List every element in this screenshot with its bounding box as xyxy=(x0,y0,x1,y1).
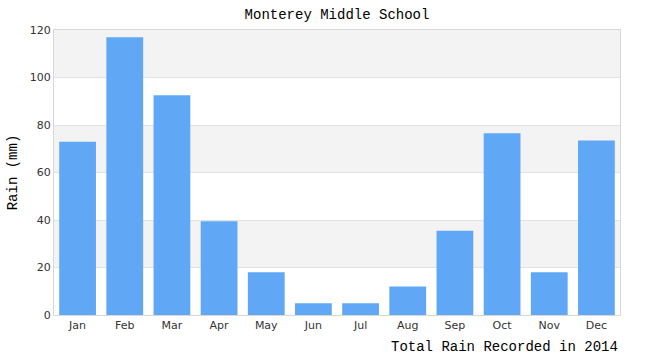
svg-text:20: 20 xyxy=(37,261,51,274)
svg-text:Feb: Feb xyxy=(115,319,134,332)
svg-text:Oct: Oct xyxy=(493,319,513,332)
svg-text:Rain (mm): Rain (mm) xyxy=(5,135,21,211)
svg-text:Dec: Dec xyxy=(586,319,607,332)
svg-text:Apr: Apr xyxy=(210,319,230,332)
svg-text:40: 40 xyxy=(37,214,51,227)
svg-text:Total Rain Recorded in 2014: Total Rain Recorded in 2014 xyxy=(391,339,618,355)
svg-text:Monterey Middle School: Monterey Middle School xyxy=(245,7,430,23)
svg-text:Mar: Mar xyxy=(162,319,183,332)
svg-text:Jun: Jun xyxy=(304,319,322,332)
svg-text:Nov: Nov xyxy=(539,319,561,332)
svg-text:May: May xyxy=(255,319,278,332)
svg-text:100: 100 xyxy=(30,71,51,84)
svg-text:80: 80 xyxy=(37,119,51,132)
svg-text:60: 60 xyxy=(37,166,51,179)
svg-text:Jan: Jan xyxy=(68,319,86,332)
svg-text:Jul: Jul xyxy=(353,319,367,332)
svg-text:Sep: Sep xyxy=(445,319,466,332)
svg-text:0: 0 xyxy=(44,309,51,322)
svg-text:Aug: Aug xyxy=(397,319,418,332)
svg-text:120: 120 xyxy=(30,24,51,37)
